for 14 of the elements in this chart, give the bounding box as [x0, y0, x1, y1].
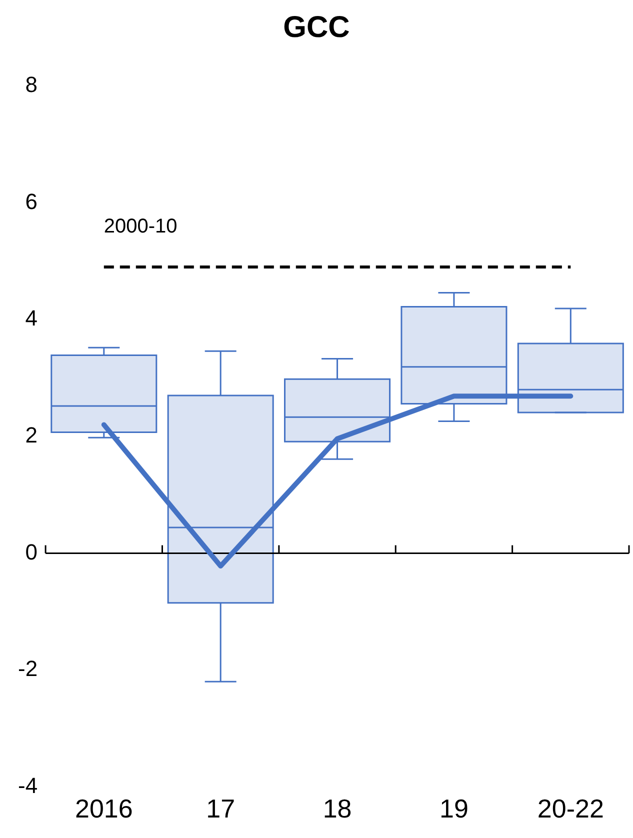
x-tick-label: 20-22 — [537, 794, 604, 824]
y-tick-label: 2 — [25, 422, 38, 448]
x-tick-label: 19 — [440, 794, 468, 824]
y-tick-label: -4 — [18, 772, 38, 798]
y-tick-label: -2 — [18, 656, 38, 682]
y-tick-label: 8 — [25, 72, 38, 98]
y-tick-label: 6 — [25, 188, 38, 214]
x-tick-label: 17 — [206, 794, 236, 824]
x-tick-label: 18 — [322, 794, 352, 824]
chart-title: GCC — [282, 10, 351, 46]
y-tick-label: 4 — [25, 306, 38, 331]
annotation: 2000-10 — [104, 216, 178, 238]
y-tick-label: 0 — [25, 539, 38, 564]
x-tick-label: 2016 — [74, 794, 133, 824]
